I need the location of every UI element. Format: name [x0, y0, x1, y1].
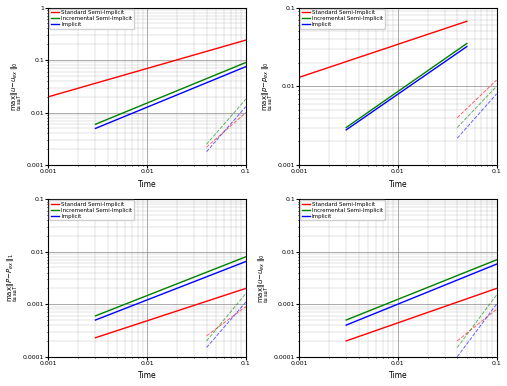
Line: Incremental Semi-Implicit: Incremental Semi-Implicit [95, 63, 246, 124]
Incremental Semi-Implicit [231, 65, 237, 70]
X-axis label: Time: Time [388, 180, 407, 189]
Implicit [231, 69, 237, 74]
Implicit [92, 126, 98, 131]
Standard Semi-Implicit [227, 42, 233, 47]
Standard Semi-Implicit [45, 95, 51, 99]
Standard Semi-Implicit [83, 84, 89, 88]
Standard Semi-Implicit [91, 81, 97, 86]
Implicit [127, 112, 133, 116]
Line: Standard Semi-Implicit: Standard Semi-Implicit [48, 40, 246, 97]
Incremental Semi-Implicit [170, 90, 176, 95]
Implicit [121, 114, 127, 119]
Incremental Semi-Implicit [235, 63, 241, 68]
Incremental Semi-Implicit [92, 122, 98, 127]
Standard Semi-Implicit [163, 61, 169, 65]
Standard Semi-Implicit [147, 65, 153, 70]
Incremental Semi-Implicit [182, 85, 188, 90]
Y-axis label: $\max_{t\leq s\leq T}\|u-u_{ex}\|_0$: $\max_{t\leq s\leq T}\|u-u_{ex}\|_0$ [10, 61, 24, 111]
X-axis label: Time: Time [388, 371, 407, 381]
Implicit [243, 64, 249, 69]
Y-axis label: $\max_{t\leq s\leq T}\|p-p_{ex}\|_0$: $\max_{t\leq s\leq T}\|p-p_{ex}\|_0$ [260, 61, 275, 111]
Implicit [170, 94, 176, 99]
Legend: Standard Semi-Implicit, Incremental Semi-Implicit, Implicit: Standard Semi-Implicit, Incremental Semi… [300, 8, 384, 29]
X-axis label: Time: Time [138, 180, 157, 189]
Standard Semi-Implicit [233, 41, 239, 45]
Y-axis label: $\max_{t\leq s\leq T}\|u-u_{ex}\|_0$: $\max_{t\leq s\leq T}\|u-u_{ex}\|_0$ [256, 253, 271, 303]
Y-axis label: $\max_{t\leq s\leq T}\|P-P_{ex}\|_1$: $\max_{t\leq s\leq T}\|P-P_{ex}\|_1$ [6, 254, 20, 302]
X-axis label: Time: Time [138, 371, 157, 381]
Incremental Semi-Implicit [121, 110, 127, 115]
Implicit [235, 68, 241, 72]
Legend: Standard Semi-Implicit, Incremental Semi-Implicit, Implicit: Standard Semi-Implicit, Incremental Semi… [50, 200, 134, 220]
Line: Implicit: Implicit [95, 67, 246, 129]
Legend: Standard Semi-Implicit, Incremental Semi-Implicit, Implicit: Standard Semi-Implicit, Incremental Semi… [300, 200, 384, 220]
Implicit [182, 89, 188, 94]
Standard Semi-Implicit [243, 38, 249, 42]
Legend: Standard Semi-Implicit, Incremental Semi-Implicit, Implicit: Standard Semi-Implicit, Incremental Semi… [50, 8, 134, 29]
Incremental Semi-Implicit [243, 60, 249, 65]
Incremental Semi-Implicit [127, 108, 133, 112]
